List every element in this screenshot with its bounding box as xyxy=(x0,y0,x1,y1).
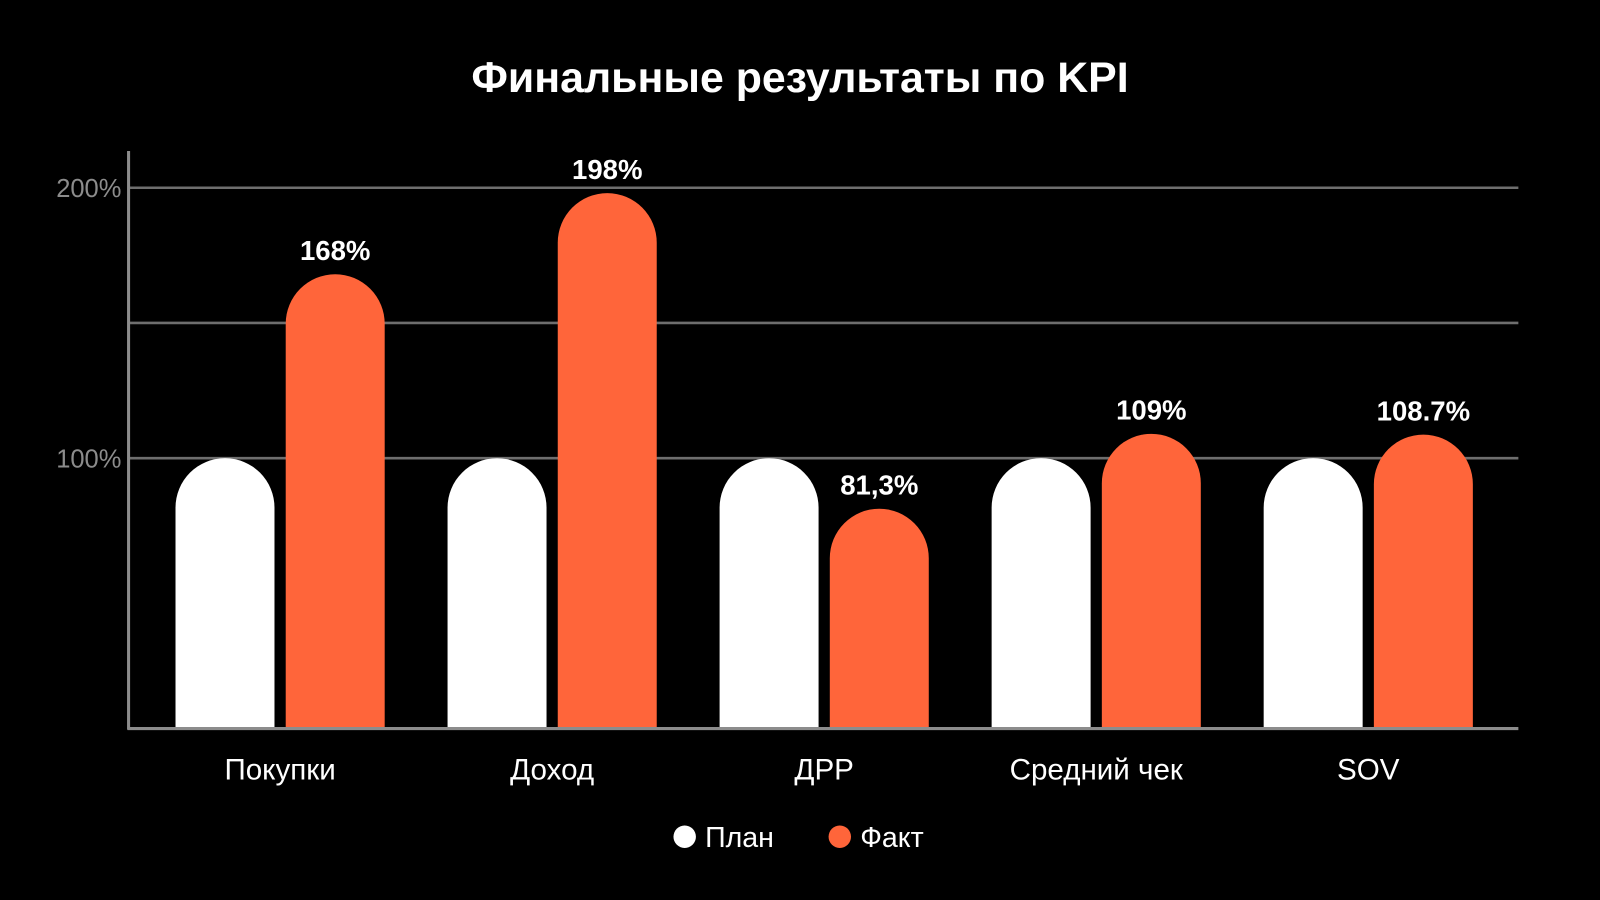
legend-marker-fact xyxy=(828,825,852,848)
bar-plan xyxy=(447,458,547,729)
bar-plan xyxy=(1263,458,1363,729)
data-label: 198% xyxy=(572,154,642,185)
data-label: 108.7% xyxy=(1377,395,1470,426)
bars: 168% 198% 81,3% 109% 108.7% xyxy=(175,154,1473,729)
x-tick-label: Покупки xyxy=(224,754,335,787)
bar-fact xyxy=(1373,434,1473,729)
legend-label-plan: План xyxy=(705,822,774,854)
x-axis-ticks: Покупки Доход ДРР Средний чек SOV xyxy=(224,754,1399,787)
y-tick-label: 100% xyxy=(56,445,121,473)
chart-title: Финальные результаты по KPI xyxy=(471,54,1128,102)
data-label: 109% xyxy=(1116,395,1186,426)
x-tick-label: Средний чек xyxy=(1010,754,1184,787)
bar-plan xyxy=(175,458,275,729)
bar-plan xyxy=(991,458,1091,729)
y-tick-label: 200% xyxy=(56,175,121,203)
x-tick-label: SOV xyxy=(1337,754,1400,787)
data-label: 168% xyxy=(300,235,370,266)
bar-plan xyxy=(719,458,819,729)
x-tick-label: ДРР xyxy=(794,754,854,787)
data-label: 81,3% xyxy=(840,469,918,500)
y-axis-ticks: 100% 200% xyxy=(56,175,121,473)
legend-marker-plan xyxy=(673,825,696,848)
x-tick-label: Доход xyxy=(510,754,594,787)
bar-fact xyxy=(829,508,929,729)
bar-fact xyxy=(557,193,657,729)
legend-label-fact: Факт xyxy=(860,822,923,854)
legend: План Факт xyxy=(673,822,924,854)
bar-fact xyxy=(1101,433,1201,729)
bar-fact xyxy=(285,274,385,729)
